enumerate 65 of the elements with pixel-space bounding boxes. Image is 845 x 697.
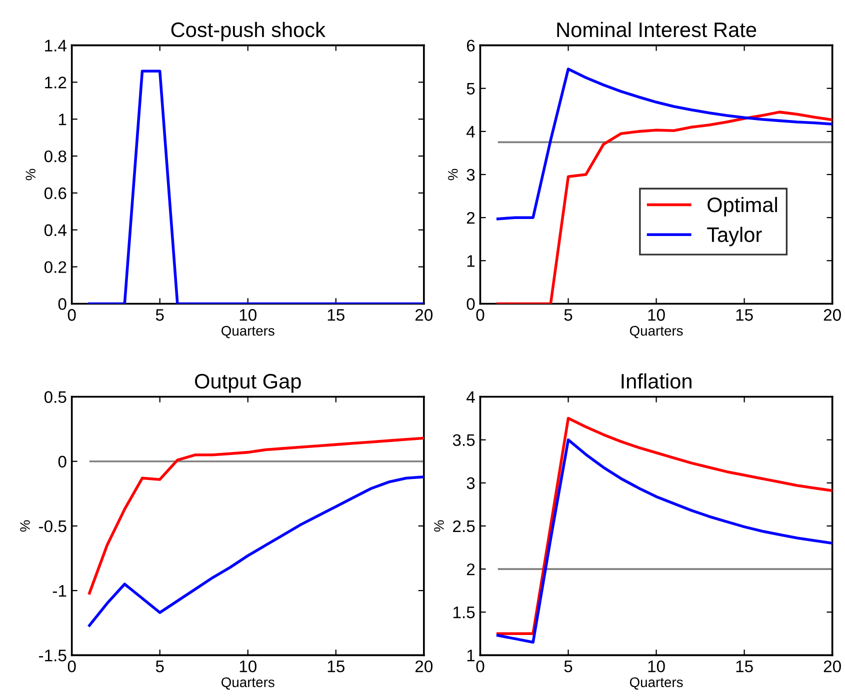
x-tick-label: 15 <box>736 660 753 672</box>
y-tick-label: 1.5 <box>453 606 475 618</box>
x-tick-label: 5 <box>564 660 572 672</box>
x-tick-label: 20 <box>824 660 841 672</box>
y-tick-label: 2.5 <box>453 520 475 532</box>
y-tick-label: 1 <box>58 114 66 126</box>
chart-title: Nominal Interest Rate <box>557 22 756 38</box>
y-tick-label: 0.5 <box>44 391 66 403</box>
chart-title: Cost-push shock <box>171 22 326 42</box>
x-axis-title: Quarters <box>630 677 683 690</box>
x-tick-label: 10 <box>240 660 256 672</box>
line-series <box>496 68 832 220</box>
y-tick-label: 0 <box>466 298 475 310</box>
x-tick-label: 20 <box>415 660 433 672</box>
x-tick-label: 20 <box>415 309 433 321</box>
x-tick-label: 10 <box>648 660 665 672</box>
y-tick-label: 0 <box>58 298 66 310</box>
y-axis-title: % <box>20 520 30 532</box>
line-series <box>88 436 424 595</box>
x-tick-label: 5 <box>564 309 572 321</box>
x-axis-title: Quarters <box>222 677 274 690</box>
x-tick-label: 0 <box>476 309 484 321</box>
y-tick-label: 3 <box>466 477 475 490</box>
y-tick-label: 4 <box>466 391 475 403</box>
legend-label: Optimal <box>708 196 777 216</box>
x-tick-label: 20 <box>824 309 841 321</box>
y-tick-label: 3 <box>466 168 475 181</box>
y-tick-label: 0.8 <box>44 150 66 162</box>
y-tick-label: 1.4 <box>45 40 66 52</box>
x-axis-title: Quarters <box>222 326 274 338</box>
x-tick-label: 0 <box>68 309 76 321</box>
y-axis-title: % <box>26 168 36 180</box>
x-tick-label: 5 <box>156 660 164 672</box>
y-tick-label: 0.2 <box>44 261 66 274</box>
x-tick-label: 0 <box>68 660 76 672</box>
y-tick-label: -1.5 <box>38 650 66 662</box>
line-series <box>496 110 832 304</box>
y-tick-label: -0.5 <box>38 520 66 532</box>
y-tick-label: 0.6 <box>44 187 66 200</box>
y-axis-title: % <box>434 520 444 532</box>
x-tick-label: 15 <box>736 309 753 321</box>
y-tick-label: 5 <box>466 82 475 95</box>
line-series <box>88 475 424 627</box>
y-tick-label: 2 <box>466 212 475 224</box>
y-tick-label: 1.2 <box>45 76 66 88</box>
x-tick-label: 10 <box>648 309 665 321</box>
y-axis-title: % <box>448 168 458 180</box>
x-tick-label: 15 <box>328 660 344 672</box>
y-tick-label: 3.5 <box>452 434 475 446</box>
chart-title: Output Gap <box>195 374 301 393</box>
x-axis-title: Quarters <box>630 326 683 338</box>
x-tick-label: 0 <box>476 660 484 672</box>
legend-label: Taylor <box>707 226 762 246</box>
x-tick-label: 15 <box>328 309 344 321</box>
x-tick-label: 5 <box>156 309 164 321</box>
x-tick-label: 10 <box>240 309 256 321</box>
y-tick-label: 4 <box>466 126 475 138</box>
y-tick-label: 1 <box>467 650 475 662</box>
y-tick-label: 1 <box>467 255 475 267</box>
y-tick-label: 2 <box>466 563 475 576</box>
y-tick-label: 6 <box>466 40 475 52</box>
y-tick-label: 0 <box>58 456 66 468</box>
y-tick-label: 0.4 <box>44 224 66 236</box>
chart-title: Inflation <box>622 373 692 389</box>
y-tick-label: -1 <box>52 585 66 597</box>
